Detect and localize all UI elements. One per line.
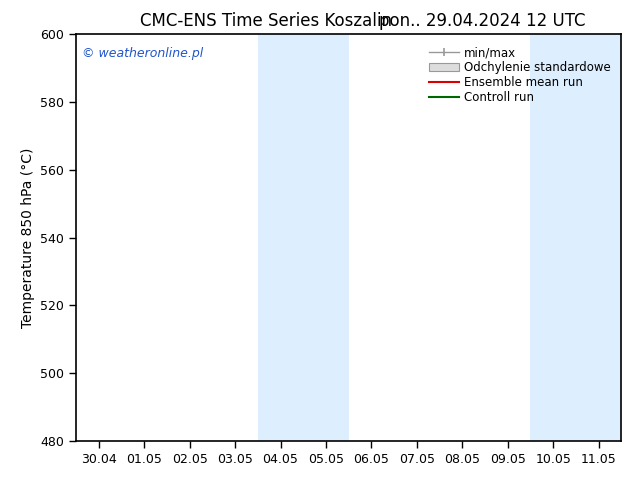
Text: CMC-ENS Time Series Koszalin: CMC-ENS Time Series Koszalin bbox=[140, 12, 392, 30]
Bar bbox=[531, 34, 576, 441]
Bar bbox=[303, 34, 349, 441]
Legend: min/max, Odchylenie standardowe, Ensemble mean run, Controll run: min/max, Odchylenie standardowe, Ensembl… bbox=[427, 44, 612, 106]
Text: pon.. 29.04.2024 12 UTC: pon.. 29.04.2024 12 UTC bbox=[378, 12, 585, 30]
Text: © weatheronline.pl: © weatheronline.pl bbox=[82, 47, 203, 59]
Y-axis label: Temperature 850 hPa (°C): Temperature 850 hPa (°C) bbox=[21, 147, 35, 328]
Bar bbox=[258, 34, 303, 441]
Bar bbox=[576, 34, 621, 441]
